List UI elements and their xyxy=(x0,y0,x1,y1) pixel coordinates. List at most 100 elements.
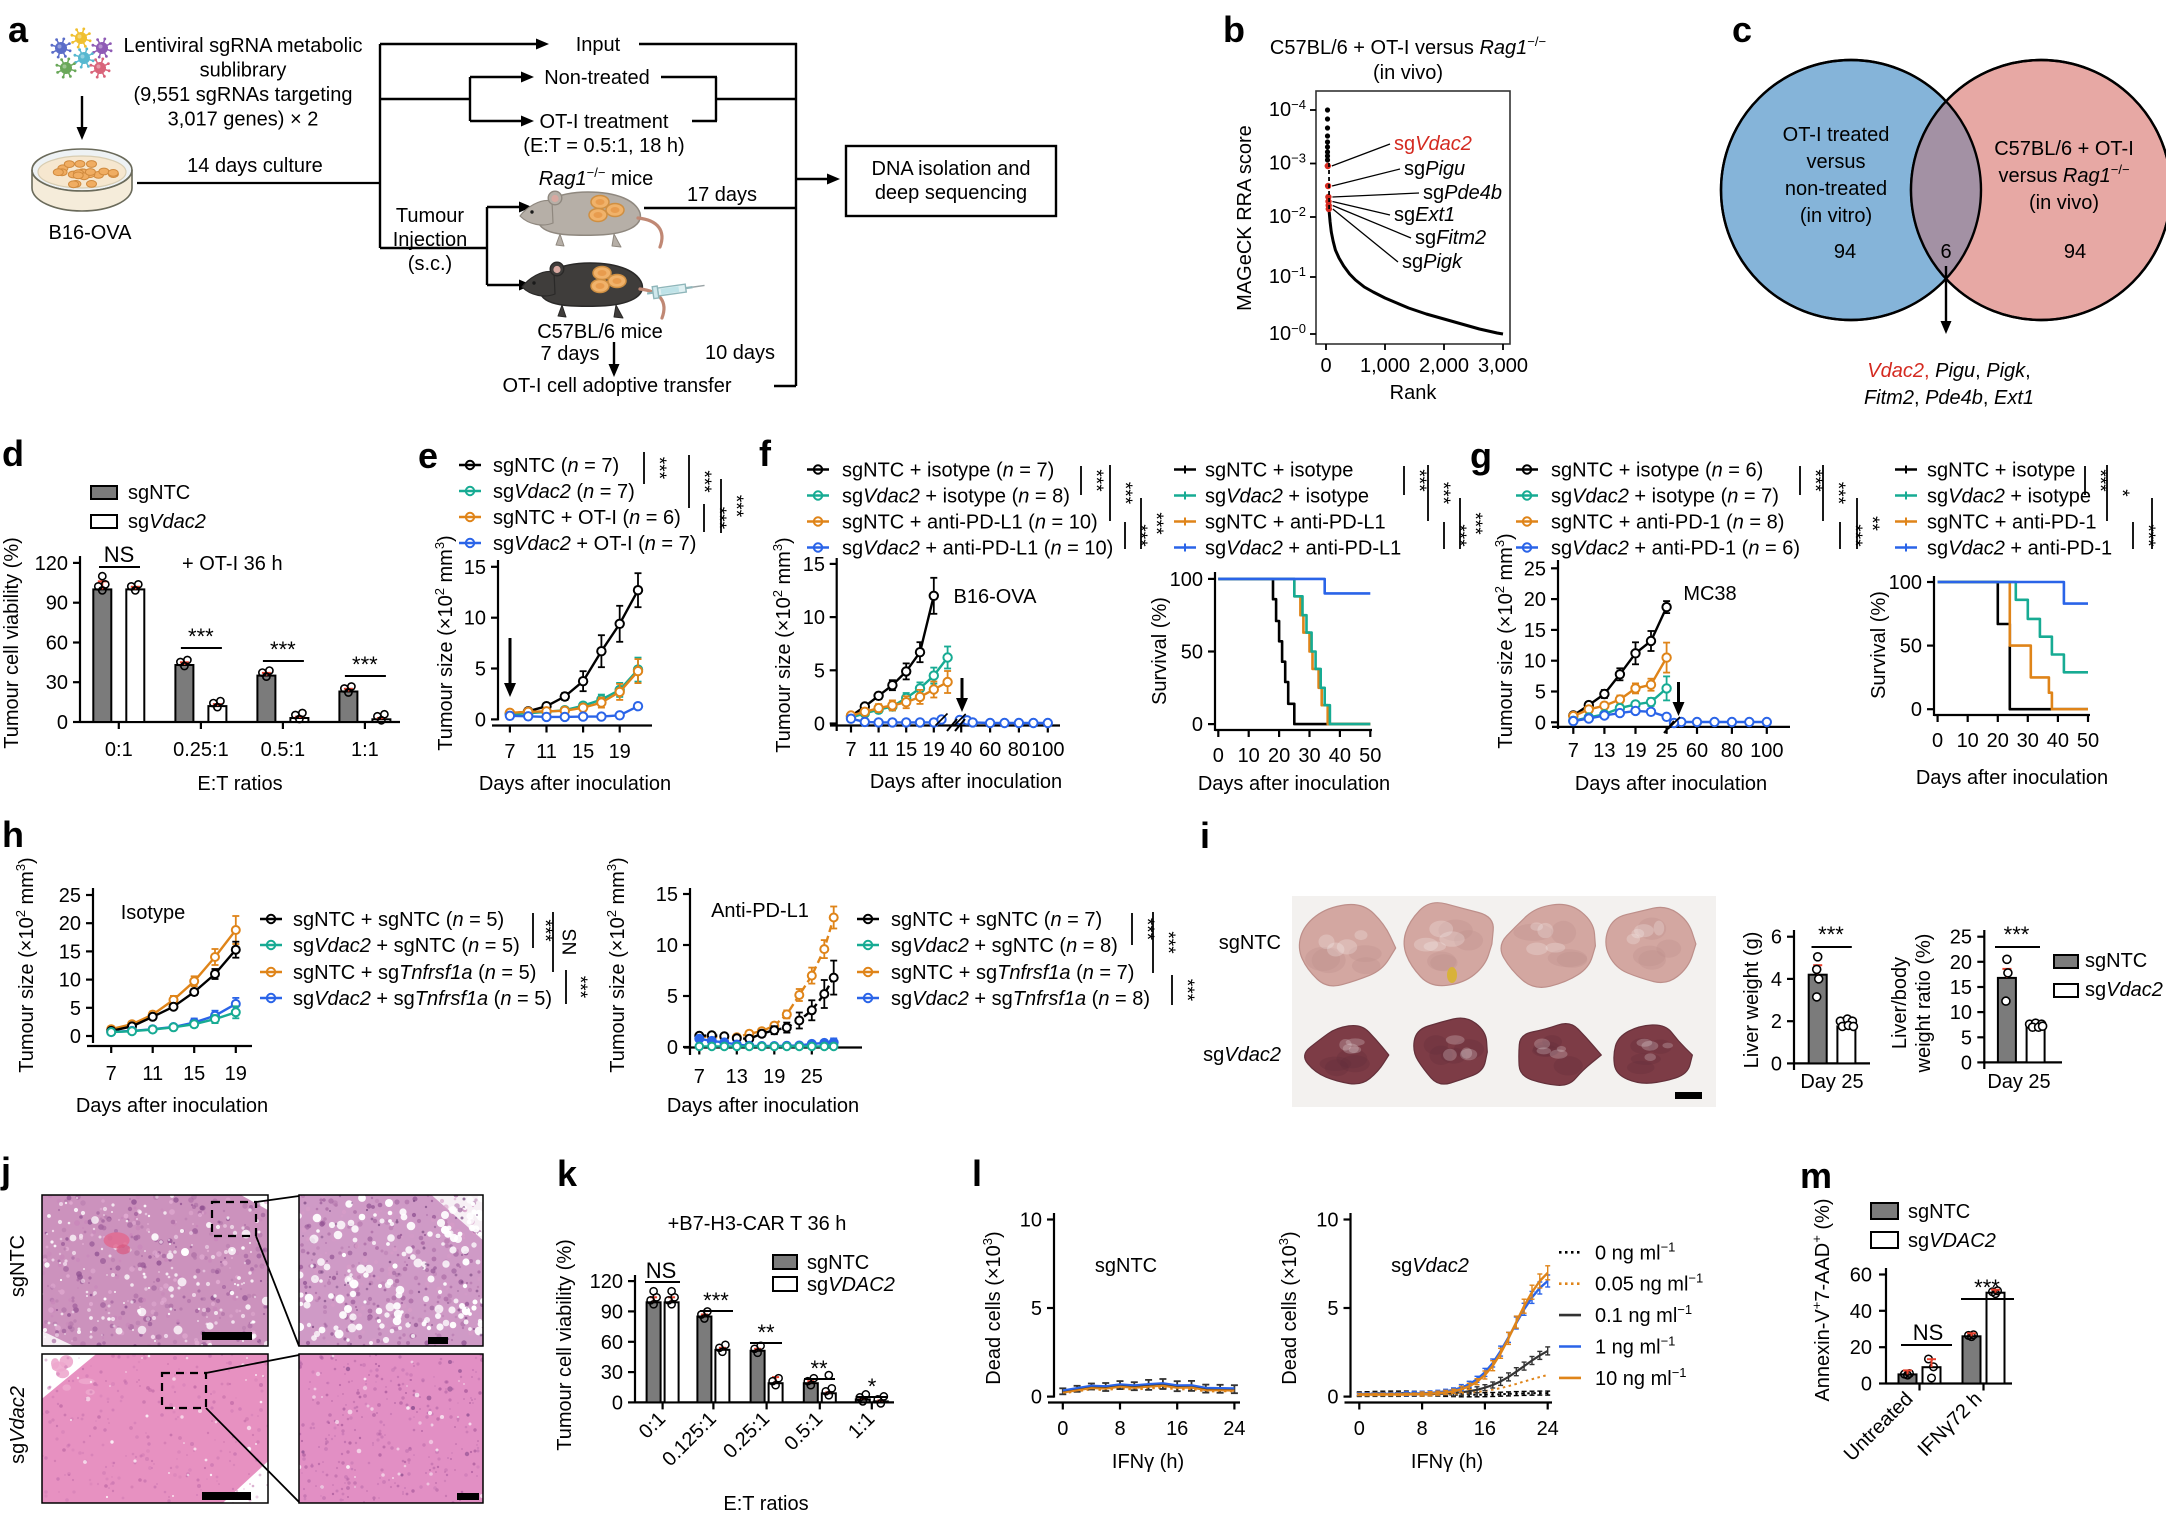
svg-text:40: 40 xyxy=(2047,730,2069,752)
svg-text:3,017 genes) × 2: 3,017 genes) × 2 xyxy=(168,109,319,131)
svg-text:7: 7 xyxy=(106,1063,117,1085)
svg-text:sgVdac2 + isotype (n = 8): sgVdac2 + isotype (n = 8) xyxy=(842,486,1070,508)
svg-text:*: * xyxy=(868,1374,877,1399)
svg-text:10: 10 xyxy=(464,608,486,630)
svg-text:sgVdac2 (n = 7): sgVdac2 (n = 7) xyxy=(493,481,635,503)
svg-text:7: 7 xyxy=(504,741,515,763)
svg-text:j: j xyxy=(0,1150,11,1191)
svg-text:E:T ratios: E:T ratios xyxy=(197,773,282,795)
svg-text:C57BL/6 + OT-I: C57BL/6 + OT-I xyxy=(1994,138,2134,160)
svg-text:Days after inoculation: Days after inoculation xyxy=(1198,773,1390,795)
svg-text:sgVdac2: sgVdac2 xyxy=(2085,979,2163,1001)
svg-text:sgVdac2: sgVdac2 xyxy=(1203,1044,1281,1066)
svg-text:sgNTC (n = 7): sgNTC (n = 7) xyxy=(493,455,619,477)
svg-text:5: 5 xyxy=(1031,1298,1042,1320)
svg-text:(9,551 sgRNAs targeting: (9,551 sgRNAs targeting xyxy=(133,84,352,106)
svg-text:sgVdac2 + isotype: sgVdac2 + isotype xyxy=(1205,486,1369,508)
svg-text:***: *** xyxy=(1114,482,1135,505)
svg-text:15: 15 xyxy=(59,941,81,963)
svg-text:19: 19 xyxy=(1624,740,1646,762)
svg-text:***: *** xyxy=(693,470,714,493)
svg-text:MAGeCK RRA score: MAGeCK RRA score xyxy=(1234,125,1256,311)
svg-text:50: 50 xyxy=(1900,636,1922,658)
svg-text:15: 15 xyxy=(1950,977,1972,999)
svg-text:0: 0 xyxy=(1771,1053,1782,1075)
svg-text:DNA isolation and: DNA isolation and xyxy=(872,158,1031,180)
svg-text:sgNTC + anti-PD-1 (n = 8): sgNTC + anti-PD-1 (n = 8) xyxy=(1551,512,1784,534)
svg-text:sgVdac2 + sgTnfrsf1a (n = 8): sgVdac2 + sgTnfrsf1a (n = 8) xyxy=(891,988,1150,1010)
svg-text:6: 6 xyxy=(1771,927,1782,949)
svg-text:6: 6 xyxy=(1940,241,1951,263)
svg-text:Rank: Rank xyxy=(1390,382,1438,404)
svg-text:2: 2 xyxy=(1771,1011,1782,1033)
svg-text:15: 15 xyxy=(1524,620,1546,642)
svg-text:B16-OVA: B16-OVA xyxy=(954,586,1038,608)
svg-text:Tumour: Tumour xyxy=(396,205,465,227)
svg-text:***: *** xyxy=(2137,524,2158,547)
svg-text:20: 20 xyxy=(1950,952,1972,974)
svg-text:Fitm2, Pde4b, Ext1: Fitm2, Pde4b, Ext1 xyxy=(1864,387,2034,409)
svg-text:sgNTC + isotype (n = 7): sgNTC + isotype (n = 7) xyxy=(842,460,1054,482)
svg-text:IFNγ (h): IFNγ (h) xyxy=(1411,1451,1483,1473)
svg-text:25: 25 xyxy=(1655,740,1677,762)
svg-text:***: *** xyxy=(1085,469,1106,492)
svg-text:***: *** xyxy=(1145,512,1166,535)
svg-text:60: 60 xyxy=(601,1332,623,1354)
svg-text:0: 0 xyxy=(1354,1418,1365,1440)
svg-text:0: 0 xyxy=(1057,1418,1068,1440)
svg-text:15: 15 xyxy=(464,557,486,579)
svg-text:0: 0 xyxy=(1192,714,1203,736)
svg-text:80: 80 xyxy=(1008,739,1030,761)
svg-text:100: 100 xyxy=(1031,739,1064,761)
svg-text:0.25:1: 0.25:1 xyxy=(173,739,229,761)
svg-text:i: i xyxy=(1200,815,1210,856)
svg-text:3,000: 3,000 xyxy=(1478,355,1528,377)
svg-text:Tumour size (×102​ mm3​): Tumour size (×102​ mm3​) xyxy=(1492,533,1517,748)
svg-text:Days after inoculation: Days after inoculation xyxy=(1575,773,1767,795)
svg-text:60: 60 xyxy=(1850,1265,1872,1287)
svg-text:30: 30 xyxy=(46,672,68,694)
svg-text:Dead cells (×103​): Dead cells (×103​) xyxy=(1276,1231,1301,1384)
svg-text:0: 0 xyxy=(667,1037,678,1059)
svg-text:weight ratio (%): weight ratio (%) xyxy=(1913,934,1935,1074)
svg-text:***: *** xyxy=(725,495,746,518)
svg-text:5: 5 xyxy=(1961,1027,1972,1049)
svg-text:sgFitm2: sgFitm2 xyxy=(1415,227,1486,249)
svg-text:0: 0 xyxy=(57,712,68,734)
svg-text:sgVdac2 + isotype: sgVdac2 + isotype xyxy=(1927,486,2091,508)
svg-text:***: *** xyxy=(1974,1275,2000,1300)
svg-text:**: ** xyxy=(757,1320,775,1345)
svg-text:5: 5 xyxy=(667,986,678,1008)
svg-text:100: 100 xyxy=(1889,572,1922,594)
svg-text:24: 24 xyxy=(1537,1418,1559,1440)
svg-text:10: 10 xyxy=(1950,1002,1972,1024)
svg-text:sgVdac2: sgVdac2 xyxy=(128,511,206,533)
svg-text:80: 80 xyxy=(1721,740,1743,762)
svg-text:7: 7 xyxy=(845,739,856,761)
svg-text:0: 0 xyxy=(1535,712,1546,734)
svg-text:sgNTC: sgNTC xyxy=(128,482,190,504)
svg-text:sgNTC + sgNTC (n = 7): sgNTC + sgNTC (n = 7) xyxy=(891,909,1102,931)
svg-text:MC38: MC38 xyxy=(1683,583,1736,605)
svg-text:(in vivo): (in vivo) xyxy=(1373,62,1443,84)
svg-text:Tumour size (×102​ mm3​): Tumour size (×102​ mm3​) xyxy=(604,857,629,1072)
svg-text:sgNTC + isotype: sgNTC + isotype xyxy=(1927,460,2075,482)
svg-text:versus: versus xyxy=(1807,151,1866,173)
svg-text:***: *** xyxy=(1827,482,1848,505)
svg-text:sgNTC + isotype: sgNTC + isotype xyxy=(1205,460,1353,482)
svg-text:60: 60 xyxy=(1686,740,1708,762)
svg-text:(in vivo): (in vivo) xyxy=(2029,192,2099,214)
svg-text:50: 50 xyxy=(2077,730,2099,752)
svg-text:sgNTC + sgTnfrsf1a (n = 5): sgNTC + sgTnfrsf1a (n = 5) xyxy=(293,962,536,984)
svg-text:0: 0 xyxy=(612,1392,623,1414)
svg-text:13: 13 xyxy=(726,1066,748,1088)
svg-text:100: 100 xyxy=(1750,740,1783,762)
svg-text:90: 90 xyxy=(46,593,68,615)
svg-text:60: 60 xyxy=(979,739,1001,761)
svg-text:***: *** xyxy=(1157,931,1178,954)
svg-text:Day 25: Day 25 xyxy=(1800,1071,1863,1093)
svg-text:Tumour cell viability (%): Tumour cell viability (%) xyxy=(554,1239,576,1451)
svg-text:40: 40 xyxy=(1329,745,1351,767)
svg-text:19: 19 xyxy=(923,739,945,761)
svg-text:Survival (%): Survival (%) xyxy=(1149,597,1171,705)
